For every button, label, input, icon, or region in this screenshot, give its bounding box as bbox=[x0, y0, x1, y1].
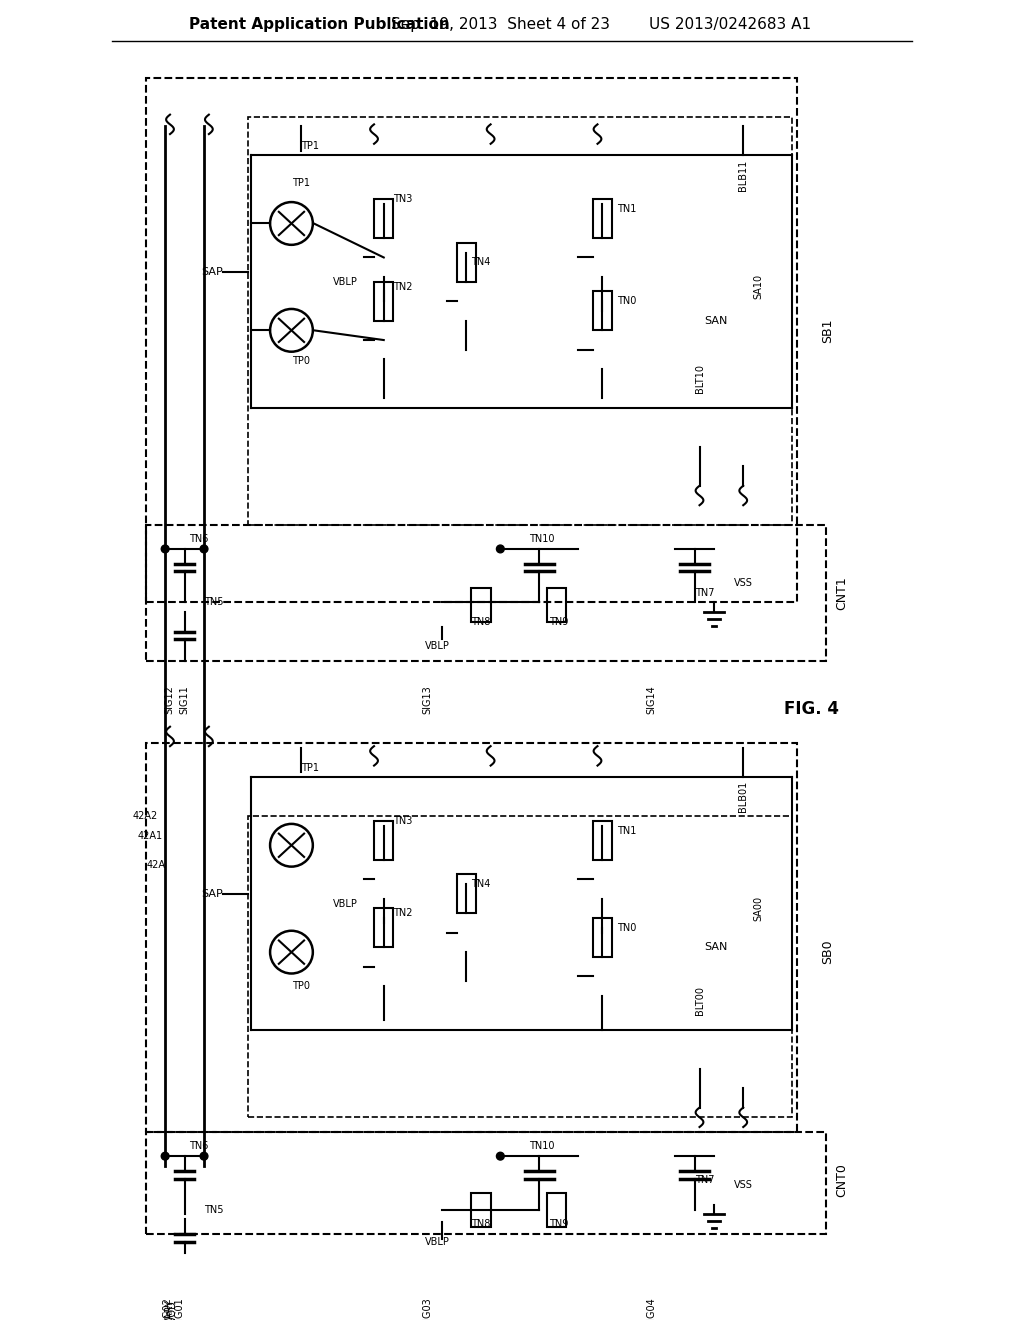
Text: TN3: TN3 bbox=[393, 816, 413, 826]
Text: SIG01: SIG01 bbox=[174, 1298, 184, 1320]
Text: 42A1: 42A1 bbox=[137, 830, 162, 841]
Text: TN0: TN0 bbox=[616, 296, 636, 306]
Text: SA10: SA10 bbox=[753, 275, 763, 300]
Bar bbox=[145, 524, 825, 661]
Text: VSS: VSS bbox=[733, 1180, 753, 1191]
Bar bbox=[593, 821, 612, 859]
Text: TN1: TN1 bbox=[616, 826, 636, 836]
Text: TN7: TN7 bbox=[694, 587, 714, 598]
Text: VOD: VOD bbox=[168, 1300, 178, 1320]
Circle shape bbox=[200, 545, 208, 553]
Text: 42A: 42A bbox=[146, 859, 165, 870]
Bar bbox=[374, 821, 393, 859]
Text: SIG13: SIG13 bbox=[423, 685, 432, 714]
Text: SAP: SAP bbox=[202, 267, 223, 277]
Text: VBLP: VBLP bbox=[333, 277, 357, 286]
Text: VSS: VSS bbox=[733, 578, 753, 587]
Text: VBLP: VBLP bbox=[333, 899, 357, 908]
Text: BLB01: BLB01 bbox=[738, 781, 749, 812]
Bar bbox=[593, 292, 612, 330]
Text: FIG. 4: FIG. 4 bbox=[783, 700, 839, 718]
Circle shape bbox=[161, 545, 169, 553]
Text: TN6: TN6 bbox=[189, 1142, 209, 1151]
Text: TN4: TN4 bbox=[471, 879, 490, 890]
Text: TP1: TP1 bbox=[301, 763, 319, 772]
Text: SAN: SAN bbox=[705, 315, 728, 326]
Bar bbox=[547, 587, 566, 622]
Text: Patent Application Publication: Patent Application Publication bbox=[189, 17, 451, 32]
Text: TN8: TN8 bbox=[471, 1220, 490, 1229]
Text: VBLP: VBLP bbox=[425, 642, 450, 651]
Text: SIG03: SIG03 bbox=[423, 1298, 432, 1320]
Text: SAP: SAP bbox=[202, 888, 223, 899]
Text: CNT1: CNT1 bbox=[836, 576, 849, 610]
Text: SIG02: SIG02 bbox=[162, 1298, 172, 1320]
Text: TN3: TN3 bbox=[393, 194, 413, 205]
Text: TN1: TN1 bbox=[616, 203, 636, 214]
Text: TP1: TP1 bbox=[301, 141, 319, 150]
Text: TN5: TN5 bbox=[204, 598, 223, 607]
Text: TN5: TN5 bbox=[204, 1205, 223, 1214]
Text: BLB11: BLB11 bbox=[738, 160, 749, 190]
Bar bbox=[145, 78, 797, 602]
Bar bbox=[374, 281, 393, 321]
Bar bbox=[547, 1193, 566, 1228]
Text: TN0: TN0 bbox=[616, 923, 636, 933]
Text: BLT10: BLT10 bbox=[694, 364, 705, 393]
Bar bbox=[471, 1193, 490, 1228]
Text: TP1: TP1 bbox=[292, 178, 310, 187]
Text: TN2: TN2 bbox=[393, 281, 413, 292]
Circle shape bbox=[497, 545, 504, 553]
Text: US 2013/0242683 A1: US 2013/0242683 A1 bbox=[649, 17, 811, 32]
Bar bbox=[593, 199, 612, 238]
Text: TP0: TP0 bbox=[292, 981, 310, 991]
Bar bbox=[457, 874, 476, 913]
Bar bbox=[471, 587, 490, 622]
Bar bbox=[248, 116, 792, 524]
Text: SAN: SAN bbox=[705, 942, 728, 952]
Text: SIG14: SIG14 bbox=[646, 685, 656, 714]
Circle shape bbox=[200, 1152, 208, 1160]
Text: TN2: TN2 bbox=[393, 908, 413, 919]
Bar bbox=[374, 908, 393, 948]
Text: TN10: TN10 bbox=[529, 1142, 555, 1151]
Bar bbox=[593, 919, 612, 957]
Bar bbox=[145, 1131, 825, 1234]
Text: SIG12: SIG12 bbox=[165, 685, 175, 714]
Text: TN6: TN6 bbox=[189, 535, 209, 544]
Text: VBLP: VBLP bbox=[425, 1237, 450, 1246]
Text: TN4: TN4 bbox=[471, 257, 490, 268]
Text: BLT00: BLT00 bbox=[694, 986, 705, 1015]
Bar bbox=[145, 743, 797, 1131]
Text: TN10: TN10 bbox=[529, 535, 555, 544]
Text: Sep. 19, 2013  Sheet 4 of 23: Sep. 19, 2013 Sheet 4 of 23 bbox=[391, 17, 610, 32]
Text: CNT0: CNT0 bbox=[836, 1163, 849, 1197]
Circle shape bbox=[497, 1152, 504, 1160]
Text: TN8: TN8 bbox=[471, 616, 490, 627]
Circle shape bbox=[161, 1152, 169, 1160]
Bar bbox=[374, 199, 393, 238]
Text: TP0: TP0 bbox=[292, 356, 310, 367]
Bar bbox=[248, 816, 792, 1117]
Text: TN9: TN9 bbox=[549, 1220, 568, 1229]
Text: SB0: SB0 bbox=[821, 940, 834, 965]
Text: SIG04: SIG04 bbox=[646, 1298, 656, 1320]
Text: TN7: TN7 bbox=[694, 1175, 714, 1185]
Text: 42A2: 42A2 bbox=[132, 810, 158, 821]
Text: SB1: SB1 bbox=[821, 318, 834, 343]
Text: TN9: TN9 bbox=[549, 616, 568, 627]
Bar bbox=[457, 243, 476, 281]
Text: VARY: VARY bbox=[165, 1299, 175, 1320]
Text: SIG11: SIG11 bbox=[179, 685, 189, 714]
Text: SA00: SA00 bbox=[753, 896, 763, 921]
